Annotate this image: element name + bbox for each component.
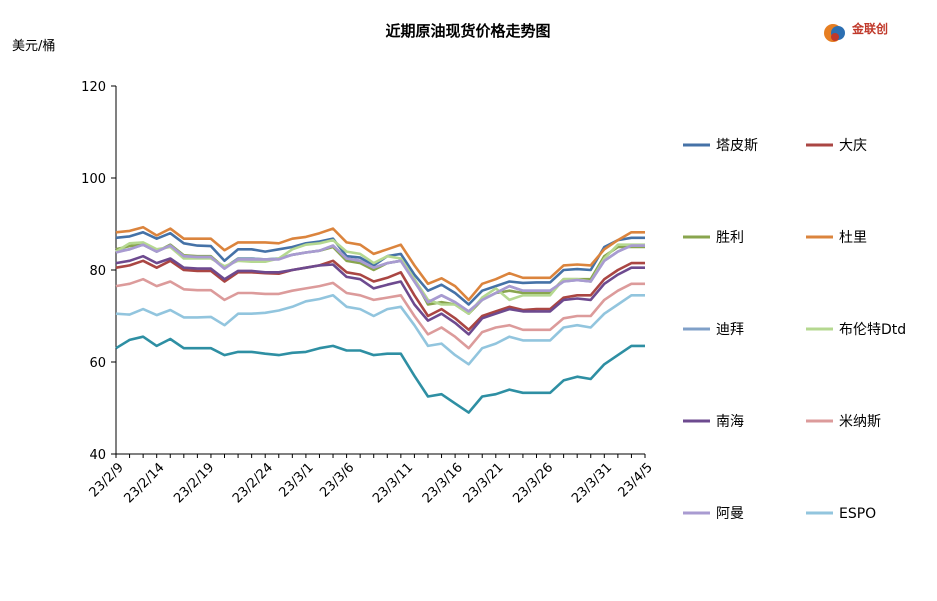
x-tick-label: 23/3/16 <box>420 460 466 506</box>
x-tick-label: 23/3/1 <box>277 460 317 500</box>
y-tick-label: 60 <box>89 356 106 371</box>
legend-label: 阿曼 <box>716 506 744 522</box>
y-tick-label: 120 <box>81 80 106 95</box>
brand-logo-mark-icon <box>824 24 845 42</box>
x-tick-label: 23/3/31 <box>569 460 615 506</box>
series-line-unlabeled <box>115 335 645 414</box>
legend-label: 迪拜 <box>716 322 744 338</box>
legend-label: ESPO <box>839 506 876 522</box>
chart-title: 近期原油现货价格走势图 <box>385 22 550 40</box>
x-tick-label: 23/3/11 <box>370 460 416 506</box>
x-tick-label: 23/2/24 <box>230 460 276 506</box>
series-line-3 <box>115 225 645 302</box>
legend-label: 布伦特Dtd <box>839 322 906 338</box>
series-line-7 <box>115 277 645 350</box>
legend-label: 杜里 <box>839 230 867 246</box>
series-line-9 <box>115 293 645 366</box>
y-tick-label: 40 <box>89 448 106 463</box>
legend-label: 南海 <box>716 414 744 430</box>
x-tick-label: 23/2/9 <box>87 460 127 500</box>
x-tick-label: 23/3/6 <box>317 460 357 500</box>
x-tick-label: 23/3/26 <box>510 460 556 506</box>
y-tick-label: 80 <box>89 264 106 279</box>
series-line-1 <box>115 259 645 332</box>
y-tick-label: 100 <box>81 172 106 187</box>
legend-label: 米纳斯 <box>839 414 881 430</box>
x-tick-label: 23/4/5 <box>616 460 656 500</box>
legend-label: 塔皮斯 <box>716 138 758 154</box>
brand-logo-text: 金联创 <box>852 22 889 36</box>
y-unit-label: 美元/桶 <box>12 39 55 54</box>
x-tick-label: 23/2/19 <box>171 460 217 506</box>
legend-label: 胜利 <box>716 230 744 246</box>
x-tick-label: 23/3/21 <box>461 460 507 506</box>
x-tick-label: 23/2/14 <box>121 460 167 506</box>
legend-label: 大庆 <box>839 138 867 154</box>
brand-logo <box>822 20 894 46</box>
series-line-6 <box>115 254 645 336</box>
series-line-8 <box>115 243 645 313</box>
series-group <box>115 225 645 414</box>
